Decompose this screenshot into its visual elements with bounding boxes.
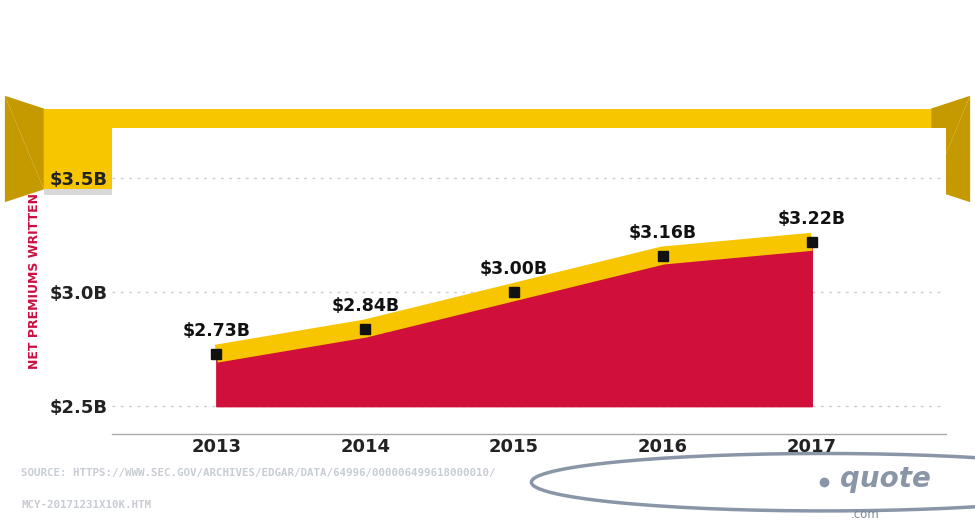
Text: $3.00B: $3.00B (480, 260, 548, 278)
Polygon shape (931, 96, 970, 202)
Polygon shape (44, 109, 931, 189)
Text: MERCURY INSURANCE NET PREMIUMS WRITTEN: MERCURY INSURANCE NET PREMIUMS WRITTEN (135, 133, 840, 159)
Text: $3.22B: $3.22B (778, 210, 846, 228)
Text: quote: quote (840, 466, 931, 493)
Polygon shape (5, 96, 44, 202)
Polygon shape (5, 96, 44, 189)
Text: $2.84B: $2.84B (332, 297, 399, 315)
Text: MCY-20171231X10K.HTM: MCY-20171231X10K.HTM (21, 500, 151, 510)
Polygon shape (44, 189, 931, 195)
Text: $2.73B: $2.73B (182, 322, 251, 340)
Y-axis label: NET PREMIUMS WRITTEN: NET PREMIUMS WRITTEN (28, 193, 41, 369)
Text: SOURCE: HTTPS://WWW.SEC.GOV/ARCHIVES/EDGAR/DATA/64996/000006499618000010/: SOURCE: HTTPS://WWW.SEC.GOV/ARCHIVES/EDG… (21, 468, 496, 478)
Polygon shape (931, 96, 970, 189)
Text: .com: .com (851, 508, 879, 521)
Text: $3.16B: $3.16B (629, 224, 697, 242)
